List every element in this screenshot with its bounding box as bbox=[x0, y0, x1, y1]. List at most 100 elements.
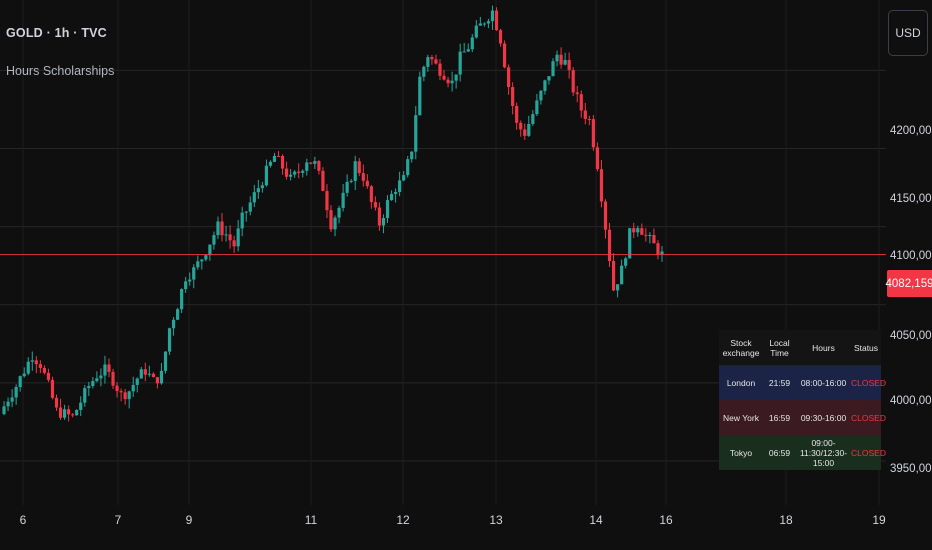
candle-body bbox=[301, 170, 305, 173]
candle-body bbox=[385, 200, 390, 218]
candle-body bbox=[256, 188, 260, 193]
candle-body bbox=[599, 169, 604, 202]
candle-body bbox=[406, 159, 410, 176]
candle-body bbox=[482, 23, 486, 25]
candle-body bbox=[333, 217, 337, 230]
candle-body bbox=[563, 59, 567, 65]
y-tick-label: 4000,000 bbox=[890, 395, 932, 407]
candle-body bbox=[54, 397, 59, 408]
candle-body bbox=[240, 212, 244, 229]
candle-body bbox=[163, 351, 168, 371]
candle-body bbox=[660, 251, 664, 255]
x-tick-label: 12 bbox=[396, 513, 410, 527]
grid-lines bbox=[0, 0, 886, 505]
candle-body bbox=[611, 261, 616, 291]
candle-body bbox=[652, 235, 656, 244]
candle-body bbox=[208, 244, 212, 256]
candle-body bbox=[83, 388, 87, 403]
candle-body bbox=[79, 402, 83, 410]
candle-body bbox=[272, 155, 277, 162]
candle-body bbox=[648, 235, 652, 237]
exchange-name: London bbox=[719, 365, 763, 400]
candle-body bbox=[559, 54, 563, 65]
candle-body bbox=[184, 281, 188, 290]
sessions-table: Stock exchange Local Time Hours Status L… bbox=[719, 330, 886, 470]
candle-body bbox=[410, 151, 414, 160]
exchange-name: Tokyo bbox=[719, 435, 763, 470]
candle-body bbox=[297, 171, 301, 173]
candle-body bbox=[135, 378, 139, 385]
candle-body bbox=[260, 185, 264, 189]
candle-body bbox=[438, 63, 442, 76]
candle-body bbox=[115, 385, 119, 392]
candle-body bbox=[345, 181, 349, 193]
y-tick-label: 4200,000 bbox=[890, 125, 932, 137]
candle-body bbox=[212, 235, 216, 245]
candle-body bbox=[490, 10, 495, 22]
candle-body bbox=[107, 364, 111, 372]
candle-body bbox=[430, 57, 434, 60]
candle-body bbox=[46, 372, 51, 380]
candle-body bbox=[176, 309, 180, 320]
candle-body bbox=[50, 379, 55, 398]
session-hours: 09:00-11:30/12:30-15:00 bbox=[796, 435, 851, 470]
currency-button[interactable]: USD bbox=[888, 10, 928, 56]
candle-body bbox=[458, 51, 462, 75]
candle-body bbox=[139, 369, 143, 379]
candle-body bbox=[474, 25, 478, 38]
table-row: New York 16:59 09:30-16:00 CLOSED bbox=[719, 400, 886, 435]
candle-body bbox=[587, 118, 591, 120]
candle-body bbox=[123, 392, 127, 400]
candle-body bbox=[620, 265, 624, 285]
candle-body bbox=[543, 80, 547, 91]
x-tick-label: 13 bbox=[489, 513, 503, 527]
header-status: Status bbox=[851, 330, 881, 365]
candle-body bbox=[62, 409, 67, 418]
indicator-title: Hours Scholarships bbox=[6, 64, 115, 78]
candle-body bbox=[232, 240, 236, 247]
candle-body bbox=[329, 210, 333, 230]
candle-body bbox=[567, 59, 571, 70]
local-time: 06:59 bbox=[763, 435, 796, 470]
candle-body bbox=[640, 228, 644, 235]
candle-body bbox=[644, 234, 648, 236]
candle-body bbox=[75, 409, 79, 416]
candle-body bbox=[171, 319, 176, 329]
candle-body bbox=[615, 284, 620, 291]
candle-body bbox=[591, 119, 595, 148]
candle-body bbox=[224, 234, 228, 236]
candle-body bbox=[337, 207, 341, 218]
candle-body bbox=[454, 74, 458, 81]
x-tick-label: 9 bbox=[185, 513, 193, 527]
candle-body bbox=[632, 228, 636, 233]
candle-body bbox=[531, 114, 535, 124]
candle-body bbox=[216, 221, 220, 236]
candle-body bbox=[515, 105, 519, 123]
candle-body bbox=[284, 168, 289, 177]
candle-body bbox=[470, 37, 474, 50]
candle-body bbox=[87, 385, 91, 389]
candle-body bbox=[426, 57, 430, 67]
candle-body bbox=[58, 407, 63, 418]
candle-body bbox=[486, 21, 491, 24]
candle-body bbox=[147, 373, 151, 375]
candle-body bbox=[180, 289, 184, 310]
candle-body bbox=[67, 409, 71, 415]
status-badge: CLOSED bbox=[851, 365, 886, 400]
candle-body bbox=[204, 255, 208, 260]
candle-body bbox=[18, 376, 22, 388]
candles bbox=[2, 5, 664, 422]
candle-body bbox=[103, 364, 107, 376]
candle-body bbox=[14, 387, 18, 398]
candle-body bbox=[527, 123, 531, 136]
candle-body bbox=[418, 76, 422, 116]
candle-body bbox=[511, 87, 515, 106]
status-badge: CLOSED bbox=[851, 435, 886, 470]
candle-body bbox=[381, 217, 386, 226]
candle-body bbox=[2, 406, 6, 415]
candle-body bbox=[293, 171, 297, 175]
session-hours: 08:00-16:00 bbox=[796, 365, 851, 400]
y-tick-label: 4150,000 bbox=[890, 193, 932, 205]
candle-body bbox=[624, 258, 628, 266]
